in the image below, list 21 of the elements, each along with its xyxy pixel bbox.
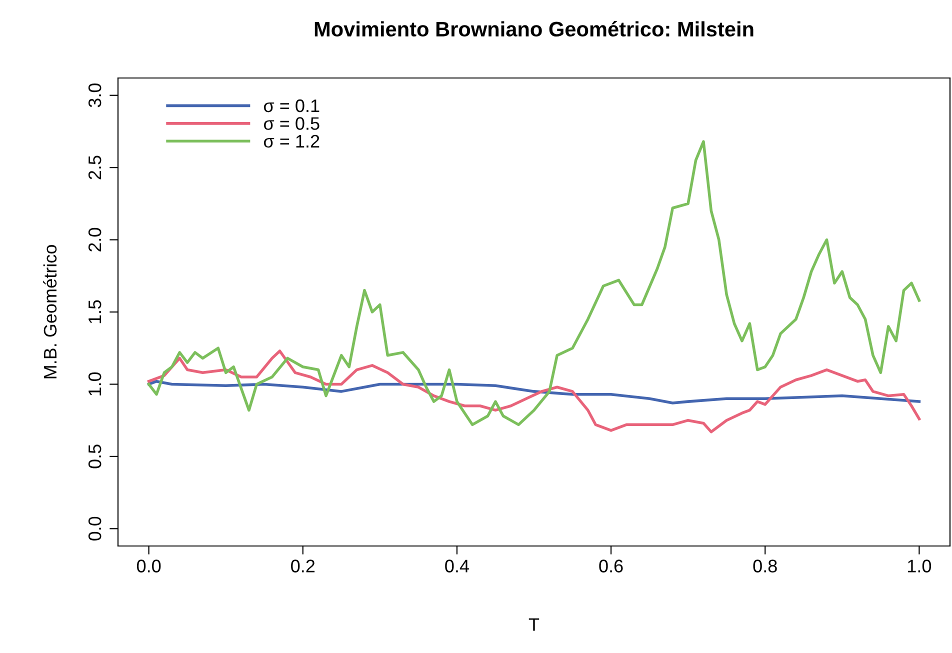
legend-label: σ = 0.1 (264, 99, 320, 112)
legend-label: σ = 0.5 (264, 117, 320, 130)
y-tick-label: 0.0 (88, 516, 102, 541)
y-tick-label: 0.5 (88, 444, 102, 468)
y-tick-label: 1.5 (88, 300, 102, 324)
x-tick-label: 0.2 (291, 560, 315, 572)
y-tick-label: 2.5 (88, 156, 102, 180)
x-tick-label: 0.8 (753, 560, 777, 572)
x-tick-label: 0.6 (599, 560, 623, 572)
y-axis-title: M.B. Geométrico (43, 245, 57, 378)
line-series (147, 380, 921, 404)
x-tick-label: 1.0 (908, 560, 932, 572)
x-tick-label: 0.0 (136, 560, 161, 572)
y-tick-label: 3.0 (88, 83, 102, 108)
y-tick-label: 2.0 (88, 228, 102, 252)
legend-label: σ = 1.2 (264, 134, 320, 148)
x-axis-title: T (528, 618, 540, 631)
line-series (147, 350, 921, 434)
x-tick-label: 0.4 (445, 560, 469, 572)
y-tick-label: 1.0 (88, 372, 102, 396)
chart-title: Movimiento Browniano Geométrico: Milstein (314, 21, 754, 37)
